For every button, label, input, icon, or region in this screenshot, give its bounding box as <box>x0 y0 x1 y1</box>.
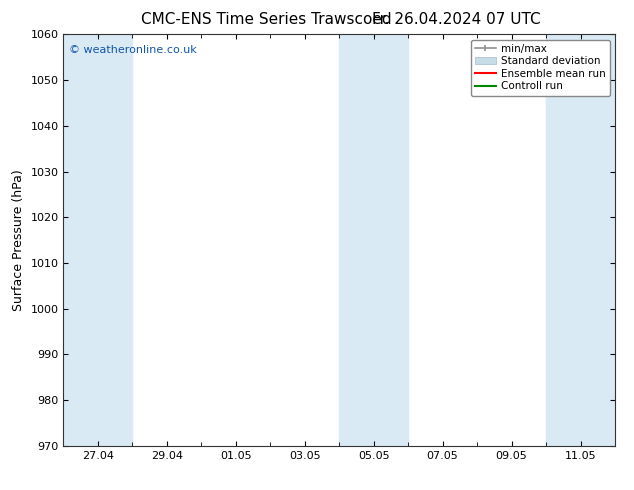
Bar <box>339 34 408 446</box>
Text: © weatheronline.co.uk: © weatheronline.co.uk <box>69 45 197 54</box>
Text: CMC-ENS Time Series Trawscoed: CMC-ENS Time Series Trawscoed <box>141 12 392 27</box>
Legend: min/max, Standard deviation, Ensemble mean run, Controll run: min/max, Standard deviation, Ensemble me… <box>470 40 610 96</box>
Bar <box>546 34 615 446</box>
Bar <box>63 34 133 446</box>
Y-axis label: Surface Pressure (hPa): Surface Pressure (hPa) <box>12 169 25 311</box>
Text: Fr. 26.04.2024 07 UTC: Fr. 26.04.2024 07 UTC <box>372 12 541 27</box>
